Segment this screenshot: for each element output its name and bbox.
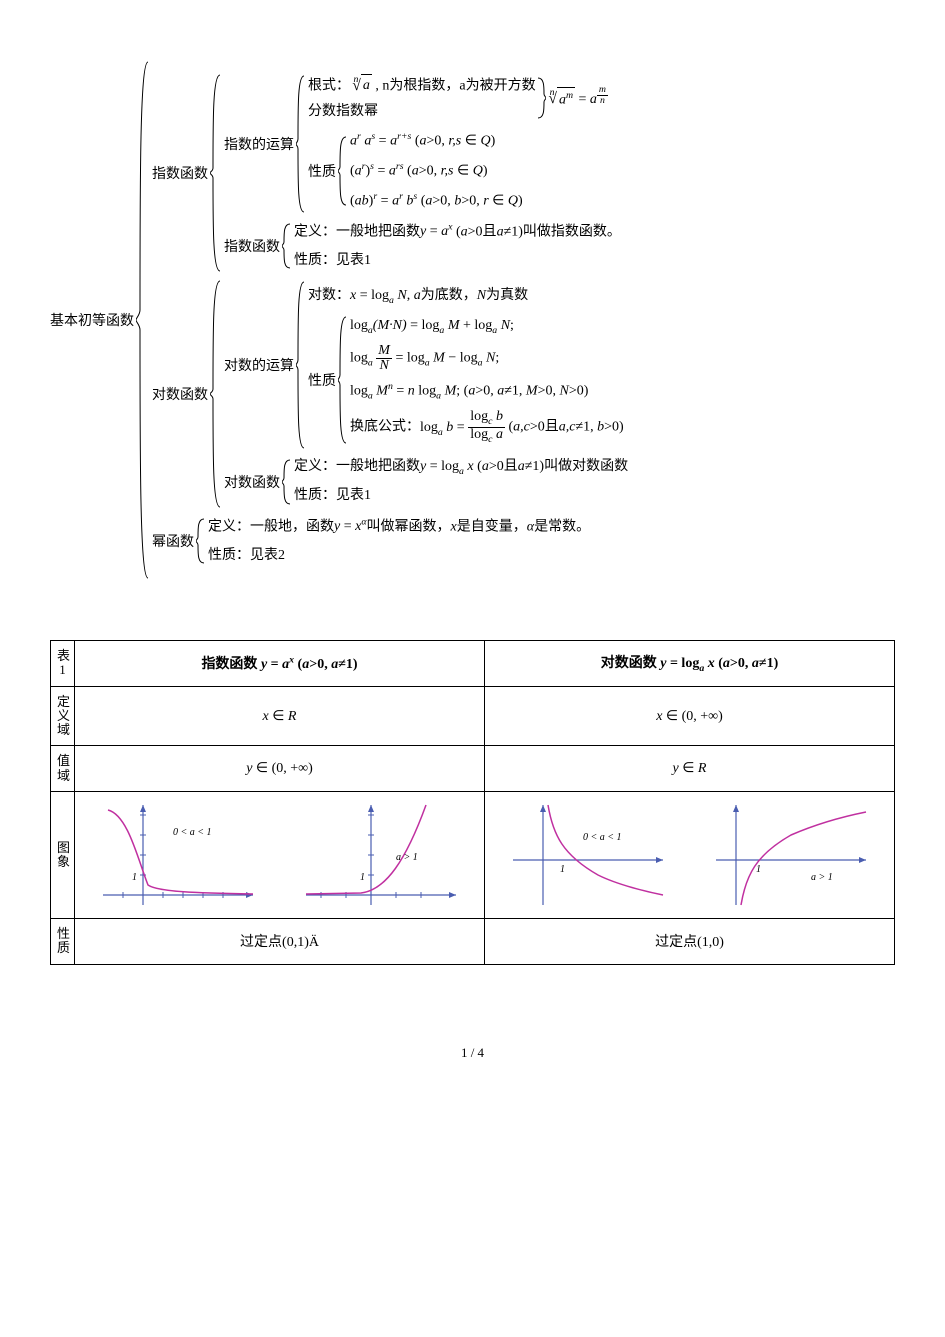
exp-rule-3: (ab)r = ar bs (a>0, b>0, r ∈ Q) (350, 189, 523, 213)
brace-icon (196, 517, 206, 565)
brace-icon (296, 74, 306, 214)
exp-prop-node: 性质 ar as = ar+s (a>0, r,s ∈ Q) (ar)s = a… (308, 129, 608, 213)
log-fn-label: 对数函数 (224, 472, 282, 492)
exp-label: 指数函数 (152, 163, 210, 183)
svg-text:0 < a < 1: 0 < a < 1 (583, 832, 622, 843)
svg-text:1: 1 (560, 864, 565, 875)
pow-def: 定义：一般地，函数y = xα叫做幂函数，x是自变量，α是常数。 (208, 515, 590, 539)
concept-tree: 基本初等函数 指数函数 指数的运算 (50, 60, 895, 580)
pow-prop: 性质：见表2 (208, 545, 590, 567)
frac-exp-line: 分数指数幂 (308, 101, 536, 123)
svg-text:a > 1: a > 1 (396, 852, 418, 863)
log-change-base: 换底公式：loga b = logc blogc a (a,c>0且a,c≠1,… (350, 410, 624, 444)
exp-decay-graph: 0 < a < 1 1 (98, 800, 258, 910)
brace-icon (282, 458, 292, 506)
exp-calc-node: 指数的运算 根式： n√a , n为根指数，a为被开方数 (224, 74, 621, 214)
log-rule-2: loga MN = loga M − loga N; (350, 344, 624, 373)
exp-domain: x ∈ R (75, 686, 485, 746)
log-label: 对数函数 (152, 384, 210, 404)
exp-range: y ∈ (0, +∞) (75, 746, 485, 792)
svg-text:1: 1 (756, 864, 761, 875)
svg-text:1: 1 (360, 872, 365, 883)
log-rule-1: loga(M·N) = loga M + loga N; (350, 315, 624, 338)
pow-label: 幂函数 (152, 531, 196, 551)
log-prop-label: 性质 (308, 370, 338, 390)
pow-node: 幂函数 定义：一般地，函数y = xα叫做幂函数，x是自变量，α是常数。 性质：… (152, 515, 628, 567)
log-calc-label: 对数的运算 (224, 355, 296, 375)
domain-label: 定义域 (51, 686, 75, 746)
page-number: 1 / 4 (50, 1045, 895, 1061)
exp-fn-label: 指数函数 (224, 236, 282, 256)
exp-fn-node: 指数函数 定义：一般地把函数y = ax (a>0且a≠1)叫做指数函数。 性质… (224, 220, 621, 272)
brace-icon (282, 222, 292, 270)
log-range: y ∈ R (485, 746, 895, 792)
brace-icon (210, 73, 222, 273)
log-grow-graph: a > 1 1 (711, 800, 871, 910)
svg-text:1: 1 (132, 872, 137, 883)
brace-icon (338, 135, 348, 207)
brace-icon (338, 315, 348, 445)
log-decay-graph: 0 < a < 1 1 (508, 800, 668, 910)
log-graphs: 0 < a < 1 1 a > 1 1 (485, 792, 895, 919)
brace-icon (136, 60, 150, 580)
frac-exp-eq: n√am = amn (550, 85, 608, 113)
exp-header: 指数函数 y = ax (a>0, a≠1) (75, 641, 485, 687)
exp-point: 过定点(0,1)Ä (75, 919, 485, 965)
range-label: 值域 (51, 746, 75, 792)
log-def: 定义：一般地把函数y = loga x (a>0且a≠1)叫做对数函数 (294, 456, 628, 479)
log-fn-node: 对数函数 定义：一般地把函数y = loga x (a>0且a≠1)叫做对数函数… (224, 456, 628, 508)
log-prop-node: 性质 loga(M·N) = loga M + loga N; loga MN … (308, 315, 624, 445)
svg-text:a > 1: a > 1 (811, 872, 833, 883)
exp-prop2: 性质：见表1 (294, 250, 621, 272)
root-label: 基本初等函数 (50, 310, 136, 330)
exp-grow-graph: a > 1 1 (301, 800, 461, 910)
log-def-line: 对数：x = loga N, a为底数，N为真数 (308, 285, 624, 308)
log-point: 过定点(1,0) (485, 919, 895, 965)
log-calc-node: 对数的运算 对数：x = loga N, a为底数，N为真数 性质 lo (224, 280, 628, 450)
log-header: 对数函数 y = loga x (a>0, a≠1) (485, 641, 895, 687)
brace-icon (296, 280, 306, 450)
exp-rule-2: (ar)s = ars (a>0, r,s ∈ Q) (350, 159, 523, 183)
exp-node: 指数函数 指数的运算 根式： (152, 73, 628, 273)
exp-calc-label: 指数的运算 (224, 134, 296, 154)
exp-rule-1: ar as = ar+s (a>0, r,s ∈ Q) (350, 129, 523, 153)
log-domain: x ∈ (0, +∞) (485, 686, 895, 746)
log-node: 对数函数 对数的运算 对数：x = loga N, a为底数，N为真数 性质 (152, 279, 628, 509)
exp-graphs: 0 < a < 1 1 a > (75, 792, 485, 919)
right-brace-icon (536, 76, 546, 120)
log-prop2: 性质：见表1 (294, 485, 628, 507)
table1-title: 表1 (51, 641, 75, 687)
log-rule-3: loga Mn = n loga M; (a>0, a≠1, M>0, N>0) (350, 379, 624, 404)
prop-row-label: 性质 (51, 919, 75, 965)
radical-block: 根式： n√a , n为根指数，a为被开方数 分数指数幂 n√am (308, 74, 608, 123)
radical-line: 根式： n√a , n为根指数，a为被开方数 (308, 74, 536, 99)
svg-text:0 < a < 1: 0 < a < 1 (173, 827, 212, 838)
graph-label: 图象 (51, 792, 75, 919)
exp-def: 定义：一般地把函数y = ax (a>0且a≠1)叫做指数函数。 (294, 220, 621, 244)
table-1: 表1 指数函数 y = ax (a>0, a≠1) 对数函数 y = loga … (50, 640, 895, 965)
brace-icon (210, 279, 222, 509)
exp-prop-label: 性质 (308, 161, 338, 181)
